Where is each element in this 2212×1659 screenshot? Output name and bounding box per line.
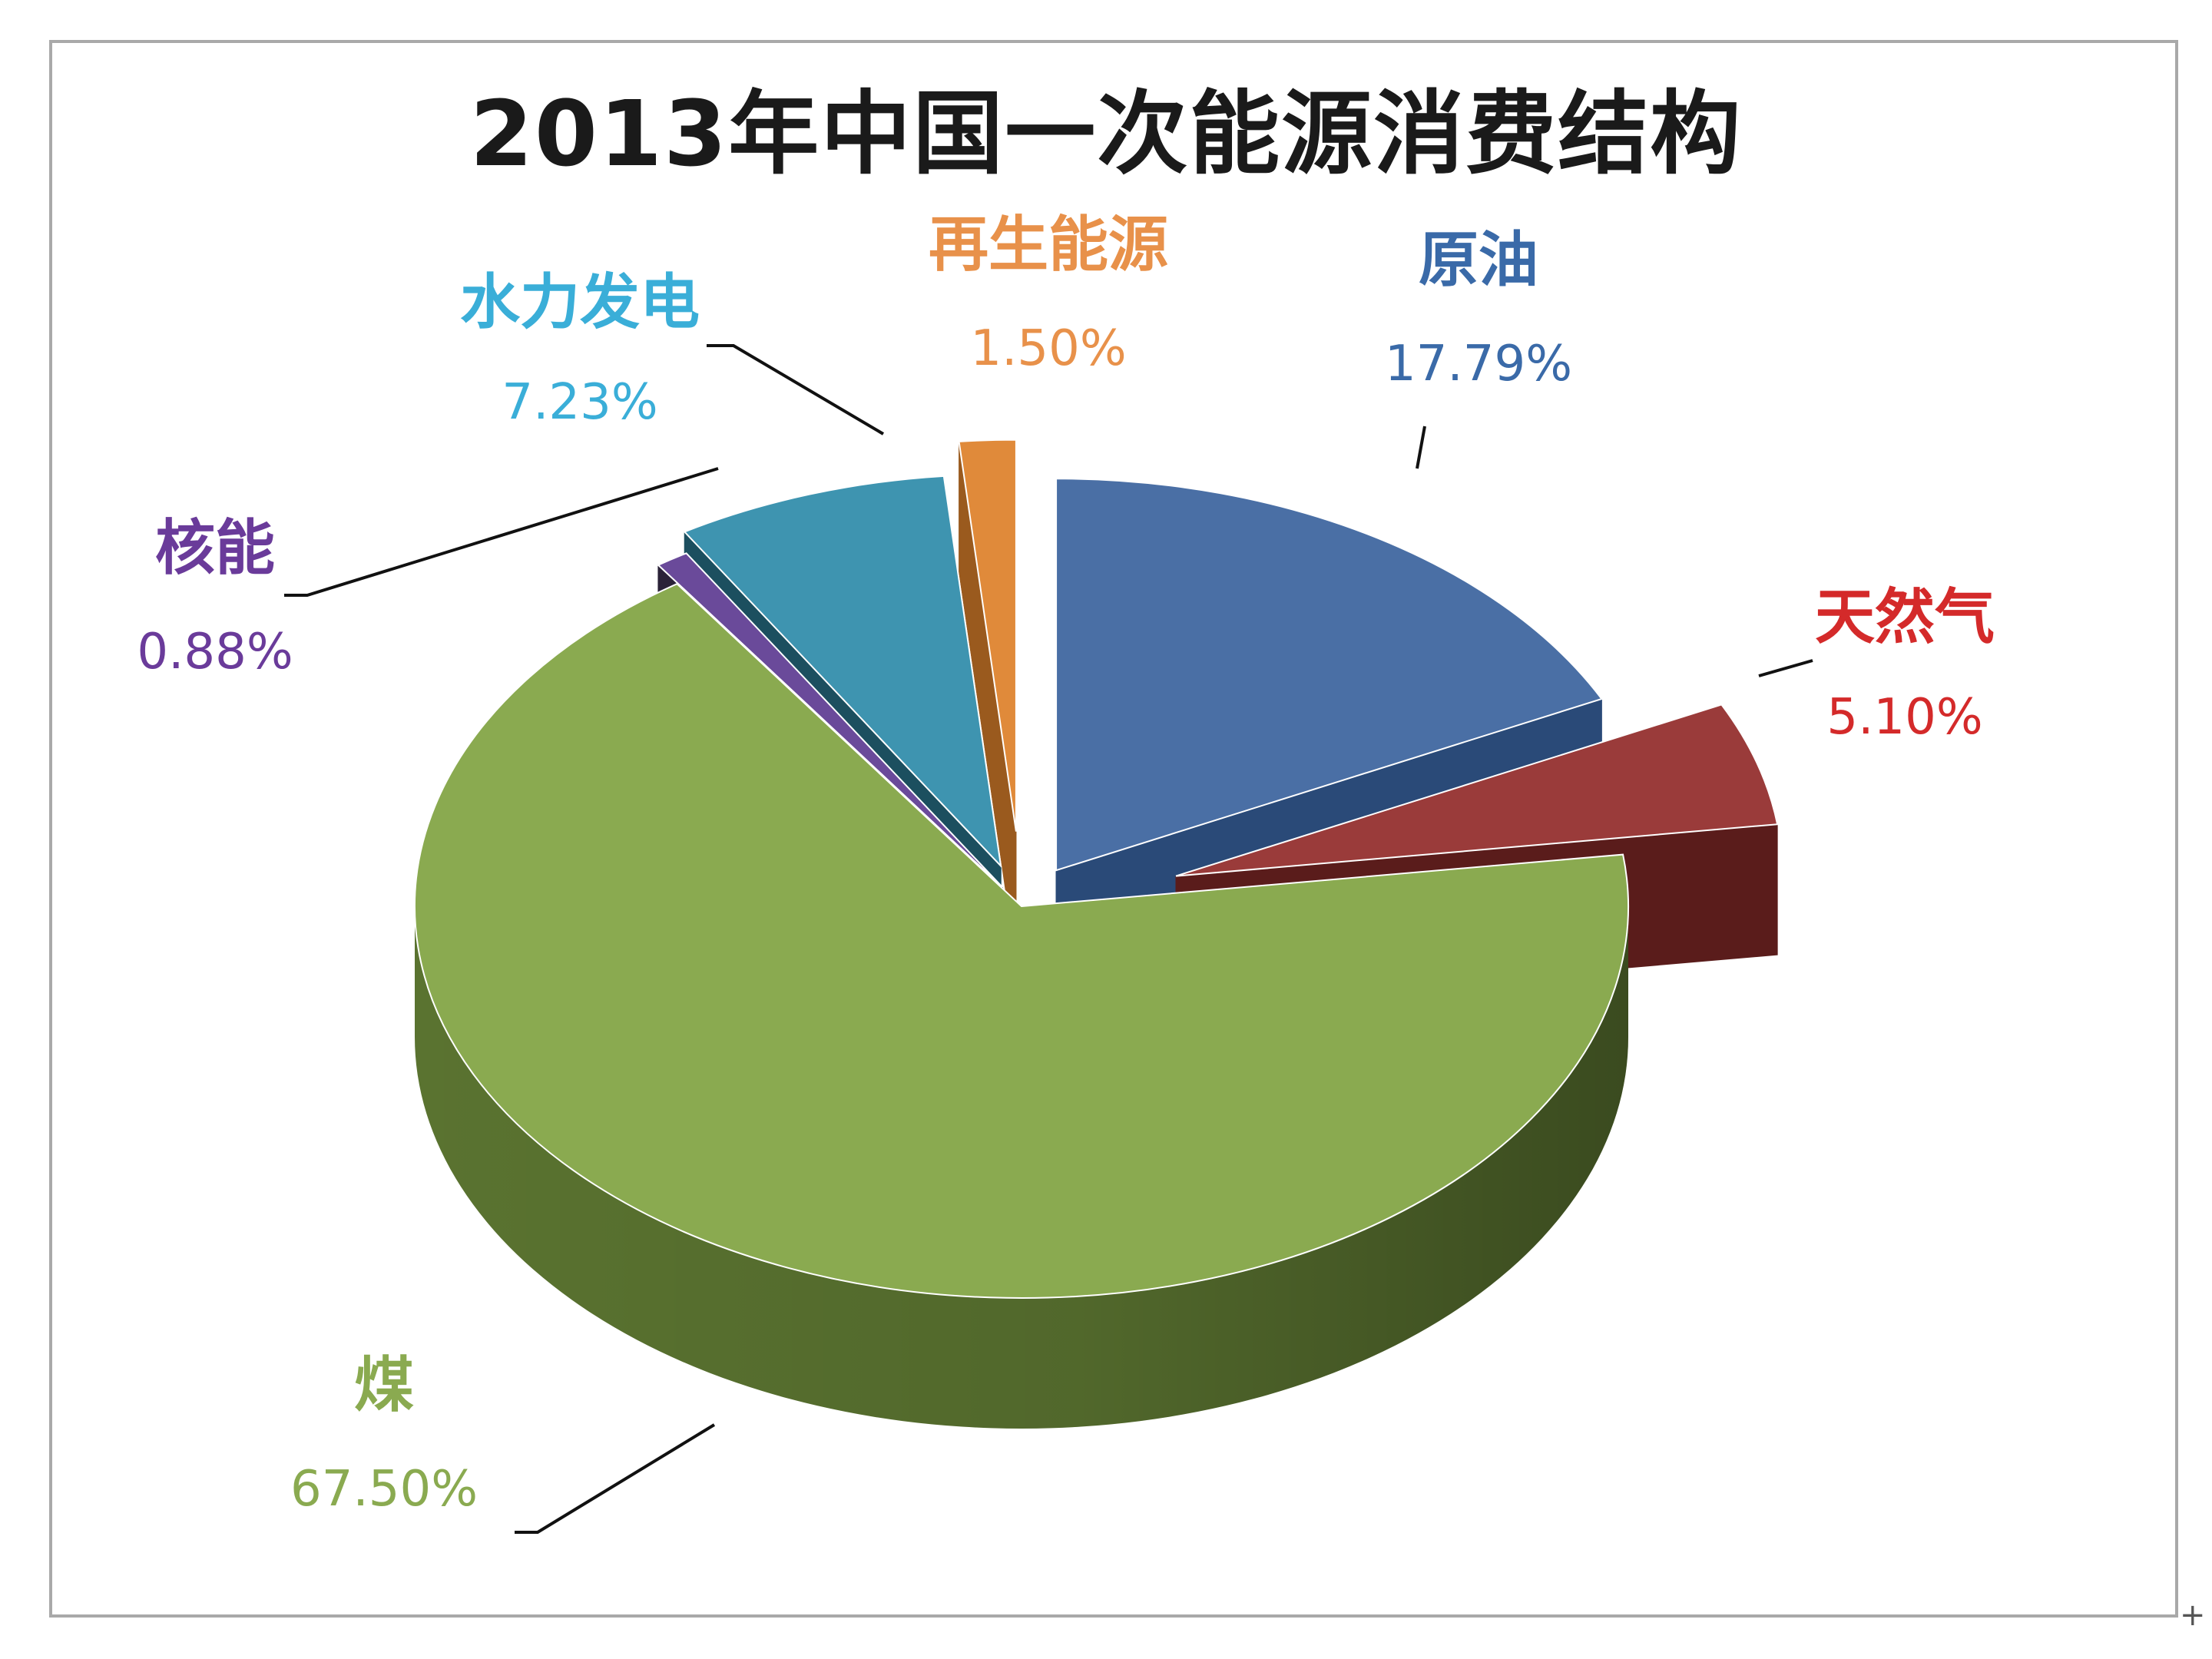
slice-label-value-4: 7.23% — [502, 374, 657, 431]
slice-label-name-2: 煤 — [354, 1351, 414, 1420]
slice-label-value-3: 0.88% — [137, 624, 293, 680]
corner-mark-icon: + — [2180, 1598, 2206, 1633]
slice-5 — [958, 439, 1017, 832]
slice-2 — [414, 582, 1629, 1299]
chart-title: 2013年中国一次能源消费结构 — [469, 81, 1743, 187]
leader-line-1 — [1758, 659, 1813, 677]
slice-4 — [683, 475, 1002, 869]
slice-label-name-4: 水力发电 — [460, 268, 700, 337]
leader-line-3 — [284, 467, 719, 597]
slice-label-name-1: 天然气 — [1815, 583, 1995, 652]
slice-label-value-2: 67.50% — [290, 1461, 478, 1518]
slice-label-name-5: 再生能源 — [929, 210, 1168, 280]
slice-0 — [1055, 478, 1604, 872]
slice-label-name-0: 原油 — [1419, 226, 1538, 295]
slice-3 — [657, 552, 1004, 889]
slice-label-name-3: 核能 — [155, 514, 275, 583]
slice-label-value-0: 17.79% — [1385, 336, 1572, 392]
slice-rim-shade-2 — [415, 906, 1628, 1429]
slice-1 — [1175, 704, 1779, 877]
slice-label-value-1: 5.10% — [1826, 689, 1982, 746]
leader-line-0 — [1416, 426, 1426, 469]
leader-line-4 — [707, 344, 885, 435]
slice-label-value-5: 1.50% — [970, 320, 1126, 377]
leader-line-2 — [515, 1423, 716, 1534]
